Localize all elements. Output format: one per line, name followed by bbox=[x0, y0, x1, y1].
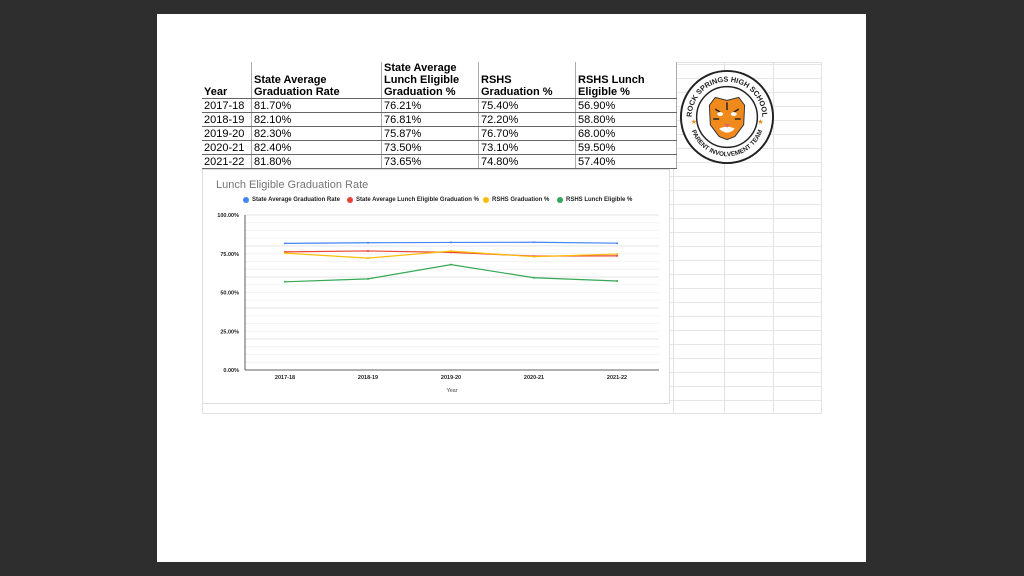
y-tick-label: 50.00% bbox=[220, 291, 239, 297]
data-point bbox=[367, 241, 369, 244]
legend-item: State Average Graduation Rate bbox=[243, 197, 340, 203]
table-cell[interactable]: 76.21% bbox=[381, 98, 479, 113]
x-tick-label: 2021-22 bbox=[607, 375, 627, 381]
data-table: Year State Average Graduation Rate State… bbox=[202, 62, 677, 169]
legend-label: State Average Lunch Eligible Graduation … bbox=[356, 197, 479, 203]
legend-dot bbox=[347, 197, 353, 203]
data-point bbox=[284, 242, 286, 245]
legend-item: RSHS Lunch Eligible % bbox=[557, 197, 632, 203]
legend-label: State Average Graduation Rate bbox=[252, 197, 340, 203]
table-row: 2021-22 81.80% 73.65% 74.80% 57.40% bbox=[202, 154, 677, 169]
table-cell[interactable]: 2017-18 bbox=[202, 98, 252, 113]
table-cell[interactable]: 2021-22 bbox=[202, 154, 252, 169]
data-point bbox=[450, 241, 452, 244]
data-point bbox=[616, 254, 618, 257]
table-row: 2018-19 82.10% 76.81% 72.20% 58.80% bbox=[202, 112, 677, 127]
x-tick-label: 2018-19 bbox=[358, 375, 378, 381]
header-state-grad: State Average Graduation Rate bbox=[251, 62, 382, 99]
table-cell[interactable]: 73.65% bbox=[381, 154, 479, 169]
data-point bbox=[616, 280, 618, 283]
header-rshs-lunch: RSHS Lunch Eligible % bbox=[575, 62, 677, 99]
x-tick-label: 2019-20 bbox=[441, 375, 461, 381]
table-cell[interactable]: 2020-21 bbox=[202, 140, 252, 155]
data-point bbox=[533, 241, 535, 244]
table-cell[interactable]: 82.10% bbox=[251, 112, 382, 127]
y-tick-label: 75.00% bbox=[220, 252, 239, 258]
table-cell[interactable]: 82.40% bbox=[251, 140, 382, 155]
legend-dot bbox=[557, 197, 563, 203]
table-cell[interactable]: 81.80% bbox=[251, 154, 382, 169]
table-cell[interactable]: 2018-19 bbox=[202, 112, 252, 127]
table-cell[interactable]: 76.81% bbox=[381, 112, 479, 127]
data-point bbox=[450, 263, 452, 266]
x-tick-label: 2020-21 bbox=[524, 375, 544, 381]
tiger-icon bbox=[708, 96, 746, 141]
plot-area: 0.00% 25.00% 50.00% 75.00% 100.00% 2017-18 201… bbox=[217, 213, 659, 394]
data-point bbox=[367, 257, 369, 260]
table-cell[interactable]: 73.10% bbox=[478, 140, 576, 155]
table-row: 2017-18 81.70% 76.21% 75.40% 56.90% bbox=[202, 98, 677, 113]
legend-item: RSHS Graduation % bbox=[483, 197, 549, 203]
data-point bbox=[616, 253, 618, 256]
header-state-lunch: State Average Lunch Eligible Graduation … bbox=[381, 62, 479, 99]
table-cell[interactable]: 58.80% bbox=[575, 112, 677, 127]
data-point bbox=[450, 250, 452, 253]
legend-item: State Average Lunch Eligible Graduation … bbox=[347, 197, 479, 203]
data-point bbox=[533, 255, 535, 258]
header-rshs-grad: RSHS Graduation % bbox=[478, 62, 576, 99]
legend-dot bbox=[243, 197, 249, 203]
table-cell[interactable]: 75.40% bbox=[478, 98, 576, 113]
table-cell[interactable]: 72.20% bbox=[478, 112, 576, 127]
data-point bbox=[284, 280, 286, 283]
table-row: 2019-20 82.30% 75.87% 76.70% 68.00% bbox=[202, 126, 677, 141]
table-cell[interactable]: 59.50% bbox=[575, 140, 677, 155]
y-tick-label: 25.00% bbox=[220, 329, 239, 335]
legend-label: RSHS Graduation % bbox=[492, 197, 550, 203]
table-cell[interactable]: 2019-20 bbox=[202, 126, 252, 141]
table-cell[interactable]: 75.87% bbox=[381, 126, 479, 141]
table-cell[interactable]: 76.70% bbox=[478, 126, 576, 141]
svg-text:★: ★ bbox=[757, 118, 763, 126]
table-cell[interactable]: 56.90% bbox=[575, 98, 677, 113]
table-cell[interactable]: 68.00% bbox=[575, 126, 677, 141]
table-cell[interactable]: 57.40% bbox=[575, 154, 677, 169]
x-axis-label: Year bbox=[446, 388, 457, 394]
line-chart: Lunch Eligible Graduation Rate State Ave… bbox=[202, 169, 670, 404]
school-logo: ROCK SPRINGS HIGH SCHOOL PARENT INVOLVEM… bbox=[679, 69, 775, 165]
header-year: Year bbox=[202, 62, 252, 99]
y-tick-label: 100.00% bbox=[217, 213, 239, 219]
data-point bbox=[367, 277, 369, 280]
table-cell[interactable]: 82.30% bbox=[251, 126, 382, 141]
chart-title: Lunch Eligible Graduation Rate bbox=[216, 179, 369, 191]
svg-text:★: ★ bbox=[691, 118, 697, 126]
data-point bbox=[616, 242, 618, 245]
data-point bbox=[284, 252, 286, 255]
table-cell[interactable]: 74.80% bbox=[478, 154, 576, 169]
legend-dot bbox=[483, 197, 489, 203]
table-row: 2020-21 82.40% 73.50% 73.10% 59.50% bbox=[202, 140, 677, 155]
y-tick-label: 0.00% bbox=[223, 368, 239, 374]
table-cell[interactable]: 81.70% bbox=[251, 98, 382, 113]
table-header-row: Year State Average Graduation Rate State… bbox=[202, 62, 677, 99]
data-point bbox=[533, 276, 535, 279]
table-cell[interactable]: 73.50% bbox=[381, 140, 479, 155]
series-line bbox=[284, 263, 618, 283]
data-point bbox=[367, 249, 369, 252]
legend-label: RSHS Lunch Eligible % bbox=[566, 197, 633, 203]
x-tick-label: 2017-18 bbox=[275, 375, 295, 381]
